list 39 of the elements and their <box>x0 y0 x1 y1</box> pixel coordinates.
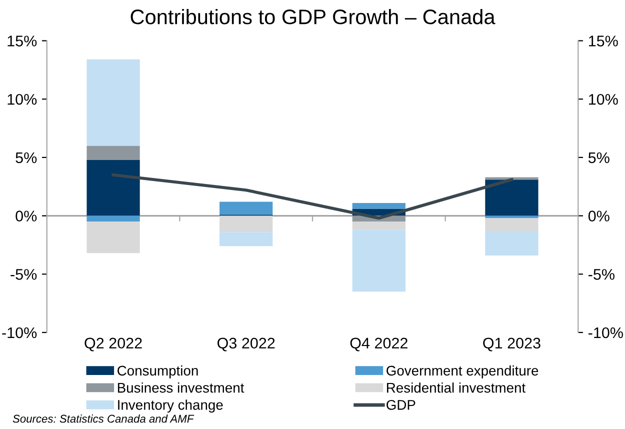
y-tick-label: -5% <box>10 269 37 280</box>
y-tick-label: -10% <box>2 327 37 338</box>
legend-label: Inventory change <box>118 400 223 413</box>
legend-label: Consumption <box>118 365 198 378</box>
chart-title: Contributions to GDP Growth – Canada <box>130 8 496 24</box>
y2-tick-label: 5% <box>588 152 610 164</box>
bar <box>485 180 538 216</box>
source-note: Sources: Statistics Canada and AMF <box>12 414 194 423</box>
x-tick-label: Q2 2022 <box>84 338 142 352</box>
line-series <box>112 173 514 220</box>
y-tick-label: 0% <box>16 210 37 222</box>
y2-tick-label: -10% <box>588 327 623 338</box>
x-tick-label: Q1 2023 <box>483 338 540 352</box>
legend-label: GDP <box>386 400 416 410</box>
y-tick-label: 15% <box>8 36 37 46</box>
legend-label: Residential investment <box>387 382 526 393</box>
y2-tick-label: 15% <box>589 36 618 46</box>
x-tick-label: Q3 2022 <box>218 338 275 352</box>
y-tick-label: 10% <box>8 94 37 105</box>
bar <box>86 216 140 222</box>
bar <box>352 202 406 209</box>
bar <box>220 216 273 232</box>
bar <box>485 218 538 231</box>
legend-label: Business investment <box>118 382 244 393</box>
y-tick-label: 5% <box>16 152 37 164</box>
y2-tick-label: 0% <box>588 210 610 222</box>
legend-label: Government expenditure <box>386 365 538 378</box>
bar <box>220 232 273 246</box>
bar <box>220 202 273 215</box>
y2-tick-label: 10% <box>589 94 618 105</box>
bar <box>352 230 406 292</box>
bar <box>352 222 406 230</box>
x-tick-label: Q4 2022 <box>350 338 408 352</box>
y2-tick-label: -5% <box>588 269 614 280</box>
bar <box>86 160 140 216</box>
bar <box>86 222 140 254</box>
bar <box>485 230 538 256</box>
bar <box>86 59 140 146</box>
bar <box>86 146 140 160</box>
